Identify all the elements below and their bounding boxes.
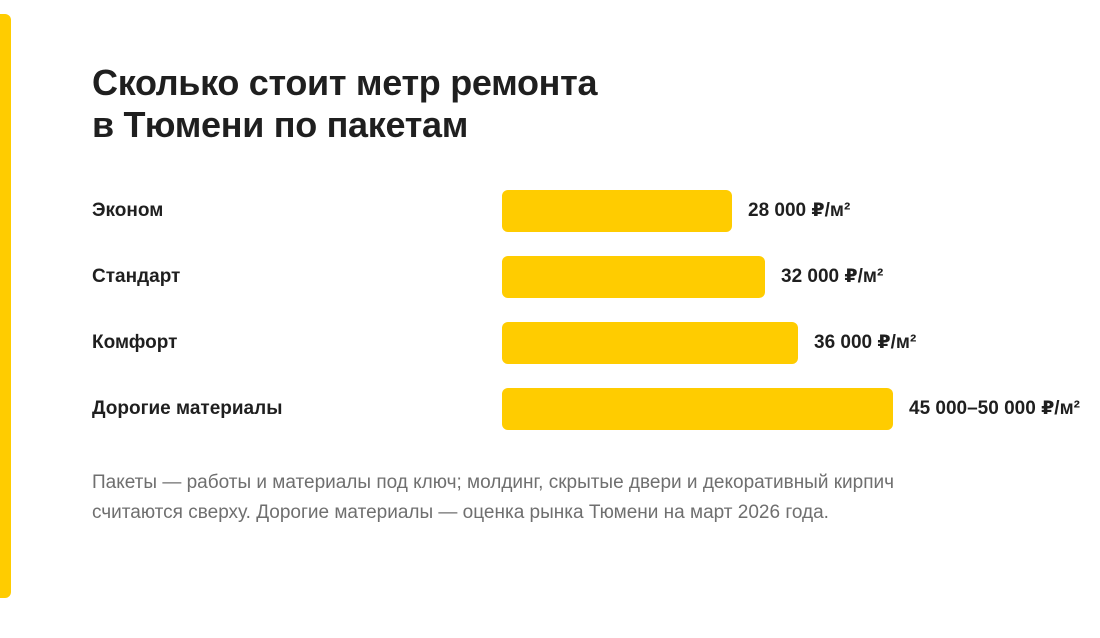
accent-strip: [0, 14, 11, 598]
value-label: 28 000 ₽/м²: [748, 200, 851, 221]
value-label: 32 000 ₽/м²: [781, 266, 884, 287]
category-label: Комфорт: [92, 332, 178, 353]
bar: [502, 190, 732, 232]
bar: [502, 256, 765, 298]
footnote: Пакеты — работы и материалы под ключ; мо…: [92, 472, 895, 523]
chart-title-line-1: Сколько стоит метр ремонта: [92, 62, 598, 103]
bar: [502, 388, 893, 430]
value-label: 45 000–50 000 ₽/м²: [909, 398, 1080, 419]
category-label: Стандарт: [92, 266, 181, 287]
category-label: Дорогие материалы: [92, 398, 283, 419]
bar: [502, 322, 798, 364]
chart-title: Сколько стоит метр ремонта в Тюмени по п…: [92, 62, 597, 146]
category-label: Эконом: [92, 200, 164, 221]
value-label: 36 000 ₽/м²: [814, 332, 917, 353]
chart-title-line-2: в Тюмени по пакетам: [92, 104, 469, 145]
